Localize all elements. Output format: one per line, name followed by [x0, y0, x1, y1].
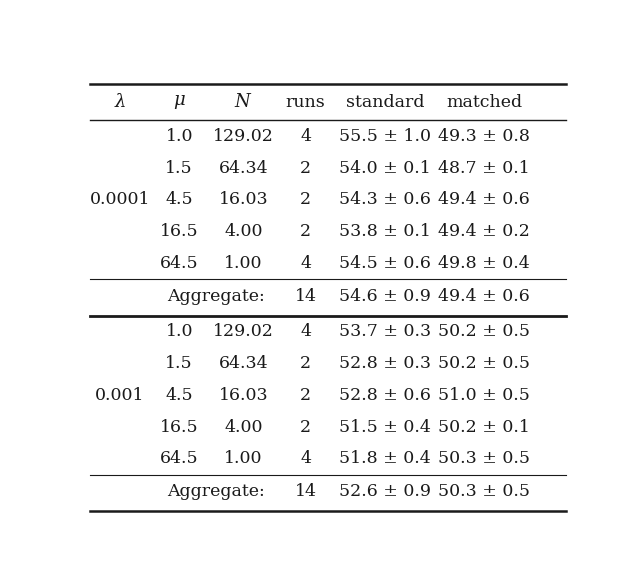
Text: 1.0: 1.0 [166, 323, 193, 340]
Text: $\lambda$: $\lambda$ [113, 93, 126, 111]
Text: 4.5: 4.5 [165, 191, 193, 209]
Text: 4.00: 4.00 [225, 223, 263, 240]
Text: 48.7 ± 0.1: 48.7 ± 0.1 [438, 159, 530, 176]
Text: 16.5: 16.5 [160, 223, 198, 240]
Text: 16.03: 16.03 [219, 387, 269, 404]
Text: 4.00: 4.00 [225, 418, 263, 435]
Text: 50.2 ± 0.5: 50.2 ± 0.5 [438, 323, 530, 340]
Text: 14: 14 [294, 288, 317, 305]
Text: Aggregate:: Aggregate: [168, 288, 265, 305]
Text: 2: 2 [300, 387, 311, 404]
Text: 4: 4 [300, 128, 311, 145]
Text: 4: 4 [300, 450, 311, 468]
Text: 50.3 ± 0.5: 50.3 ± 0.5 [438, 450, 530, 468]
Text: 14: 14 [294, 484, 317, 500]
Text: 1.0: 1.0 [166, 128, 193, 145]
Text: 129.02: 129.02 [213, 128, 274, 145]
Text: 53.8 ± 0.1: 53.8 ± 0.1 [339, 223, 431, 240]
Text: 54.0 ± 0.1: 54.0 ± 0.1 [339, 159, 431, 176]
Text: matched: matched [446, 94, 522, 111]
Text: standard: standard [346, 94, 424, 111]
Text: 49.4 ± 0.6: 49.4 ± 0.6 [438, 288, 530, 305]
Text: 2: 2 [300, 223, 311, 240]
Text: 49.3 ± 0.8: 49.3 ± 0.8 [438, 128, 530, 145]
Text: 53.7 ± 0.3: 53.7 ± 0.3 [339, 323, 431, 340]
Text: 1.5: 1.5 [165, 355, 193, 372]
Text: 51.0 ± 0.5: 51.0 ± 0.5 [438, 387, 530, 404]
Text: 64.5: 64.5 [160, 450, 198, 468]
Text: 55.5 ± 1.0: 55.5 ± 1.0 [339, 128, 431, 145]
Text: 50.2 ± 0.5: 50.2 ± 0.5 [438, 355, 530, 372]
Text: 51.5 ± 0.4: 51.5 ± 0.4 [339, 418, 431, 435]
Text: 2: 2 [300, 159, 311, 176]
Text: Aggregate:: Aggregate: [168, 484, 265, 500]
Text: 2: 2 [300, 418, 311, 435]
Text: 52.8 ± 0.3: 52.8 ± 0.3 [339, 355, 431, 372]
Text: 2: 2 [300, 191, 311, 209]
Text: 0.001: 0.001 [95, 387, 145, 404]
Text: 54.6 ± 0.9: 54.6 ± 0.9 [339, 288, 431, 305]
Text: 129.02: 129.02 [213, 323, 274, 340]
Text: 49.4 ± 0.2: 49.4 ± 0.2 [438, 223, 530, 240]
Text: 50.3 ± 0.5: 50.3 ± 0.5 [438, 484, 530, 500]
Text: 1.5: 1.5 [165, 159, 193, 176]
Text: 49.8 ± 0.4: 49.8 ± 0.4 [438, 255, 530, 272]
Text: 50.2 ± 0.1: 50.2 ± 0.1 [438, 418, 530, 435]
Text: 51.8 ± 0.4: 51.8 ± 0.4 [339, 450, 431, 468]
Text: 2: 2 [300, 355, 311, 372]
Text: 54.5 ± 0.6: 54.5 ± 0.6 [339, 255, 431, 272]
Text: 64.34: 64.34 [219, 159, 269, 176]
Text: 4: 4 [300, 323, 311, 340]
Text: 52.6 ± 0.9: 52.6 ± 0.9 [339, 484, 431, 500]
Text: 16.5: 16.5 [160, 418, 198, 435]
Text: 1.00: 1.00 [225, 255, 263, 272]
Text: 16.03: 16.03 [219, 191, 269, 209]
Text: 49.4 ± 0.6: 49.4 ± 0.6 [438, 191, 530, 209]
Text: 4.5: 4.5 [165, 387, 193, 404]
Text: 0.0001: 0.0001 [90, 191, 150, 209]
Text: $N$: $N$ [234, 93, 253, 111]
Text: 54.3 ± 0.6: 54.3 ± 0.6 [339, 191, 431, 209]
Text: 64.5: 64.5 [160, 255, 198, 272]
Text: 64.34: 64.34 [219, 355, 269, 372]
Text: $\mu$: $\mu$ [173, 93, 186, 111]
Text: 52.8 ± 0.6: 52.8 ± 0.6 [339, 387, 431, 404]
Text: runs: runs [286, 94, 326, 111]
Text: 4: 4 [300, 255, 311, 272]
Text: 1.00: 1.00 [225, 450, 263, 468]
